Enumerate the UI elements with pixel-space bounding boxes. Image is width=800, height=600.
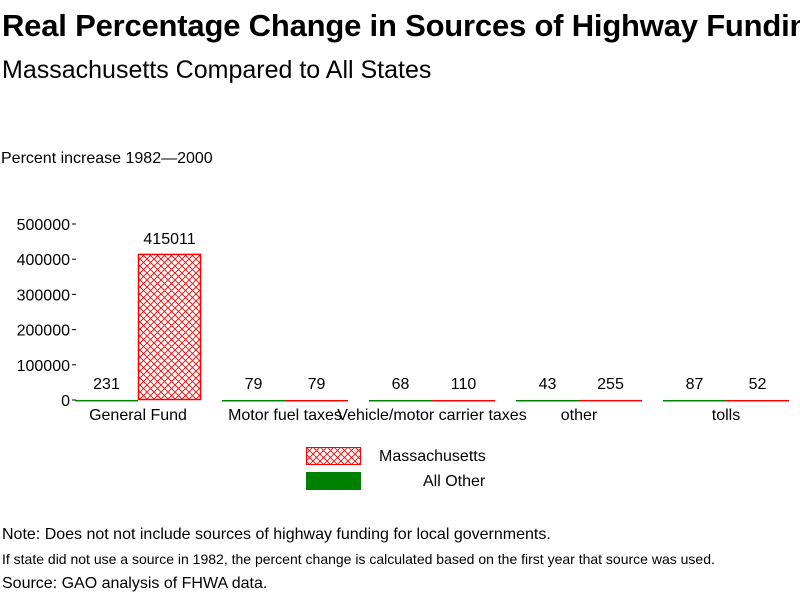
y-tick-label: 100000 <box>17 358 70 375</box>
bar-all-other <box>75 399 138 402</box>
bar-massachusetts <box>726 399 789 402</box>
bar-all-other <box>369 399 432 402</box>
y-tick-label: 400000 <box>17 252 70 269</box>
bar-all-other <box>516 399 579 402</box>
y-tick-label: 0 <box>61 393 70 410</box>
bar-massachusetts <box>579 399 642 402</box>
data-label-massachusetts: 79 <box>308 376 326 393</box>
category-label: General Fund <box>89 407 187 424</box>
data-label-massachusetts: 255 <box>597 376 624 393</box>
chart-title: Real Percentage Change in Sources of Hig… <box>2 8 800 43</box>
y-tick-label: 500000 <box>17 217 70 234</box>
data-label-all-other: 79 <box>245 376 263 393</box>
bar-massachusetts <box>285 399 348 402</box>
legend-swatch-all-other <box>306 472 361 490</box>
footnote-first-year: If state did not use a source in 1982, t… <box>2 551 715 567</box>
data-label-all-other: 43 <box>539 376 557 393</box>
category-label: other <box>561 407 598 424</box>
data-label-massachusetts: 52 <box>749 376 767 393</box>
data-label-massachusetts: 415011 <box>143 231 195 248</box>
bar-massachusetts <box>137 253 202 401</box>
bar-all-other <box>222 399 285 402</box>
category-label: tolls <box>712 407 740 424</box>
data-label-all-other: 68 <box>392 376 410 393</box>
legend-label-all-other: All Other <box>423 473 486 490</box>
category-label: Vehicle/motor carrier taxes <box>337 407 526 424</box>
source-note: Source: GAO analysis of FHWA data. <box>2 575 268 592</box>
data-label-massachusetts: 110 <box>451 376 477 393</box>
bar-all-other <box>663 399 726 402</box>
y-axis-label: Percent increase 1982—2000 <box>1 150 213 167</box>
legend-swatches <box>306 447 361 490</box>
chart-subtitle: Massachusetts Compared to All States <box>2 56 432 84</box>
footnote-local-governments: Note: Does not not include sources of hi… <box>2 526 551 543</box>
legend-swatch-massachusetts <box>306 447 361 465</box>
data-label-all-other: 87 <box>686 376 704 393</box>
y-tick-label: 200000 <box>17 323 70 340</box>
data-label-all-other: 231 <box>93 376 120 393</box>
y-tick-label: 300000 <box>17 287 70 304</box>
legend-label-massachusetts: Massachusetts <box>379 448 486 465</box>
category-label: Motor fuel taxes <box>228 407 342 424</box>
bar-massachusetts <box>432 399 495 402</box>
